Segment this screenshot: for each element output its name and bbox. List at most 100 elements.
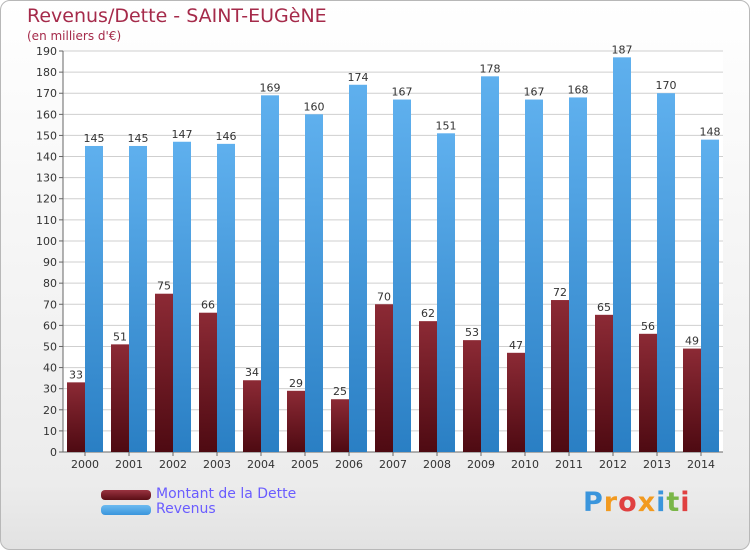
brand-logo: Proxiti (583, 487, 691, 518)
revenue-bar (393, 99, 411, 452)
y-tick-label: 70 (43, 298, 57, 311)
debt-data-label: 65 (597, 301, 611, 314)
bar-layer (67, 57, 719, 453)
revenue-data-label: 174 (348, 71, 369, 84)
debt-bar (243, 380, 261, 452)
revenue-bar (349, 84, 367, 452)
revenue-data-label: 170 (656, 79, 677, 92)
debt-data-label: 66 (201, 299, 215, 312)
legend-label-revenue: Revenus (156, 501, 216, 517)
debt-bar (375, 304, 393, 452)
revenue-data-label: 160 (304, 100, 325, 113)
debt-data-label: 62 (421, 307, 435, 320)
revenue-bar (613, 57, 631, 453)
brand-letter: P (583, 487, 604, 518)
debt-bar (111, 344, 129, 452)
revenue-bar (217, 143, 235, 452)
revenue-bar (173, 141, 191, 452)
x-tick-label: 2005 (291, 458, 319, 471)
y-tick-label: 10 (43, 425, 57, 438)
revenue-data-label: 146 (216, 130, 237, 143)
axis-layer: 0 10 20 30 40 50 60 70 80 90 100 110 120 130 140 150 160… (36, 45, 723, 471)
x-tick-label: 2001 (115, 458, 143, 471)
revenue-bar (85, 145, 103, 452)
revenue-bar (129, 145, 147, 452)
x-tick-label: 2006 (335, 458, 363, 471)
legend-swatch-debt (101, 490, 151, 500)
debt-bar (463, 340, 481, 452)
y-tick-label: 120 (36, 193, 57, 206)
y-tick-label: 150 (36, 129, 57, 142)
chart-subtitle: (en milliers d'€) (27, 29, 122, 43)
legend-swatch-revenue (101, 505, 151, 515)
revenue-bar (701, 139, 719, 453)
x-tick-label: 2012 (599, 458, 627, 471)
revenue-bar (261, 95, 279, 453)
brand-letter: i (680, 487, 691, 518)
y-tick-label: 20 (43, 404, 57, 417)
debt-bar (287, 390, 305, 452)
debt-bar (683, 348, 701, 452)
x-tick-label: 2010 (511, 458, 539, 471)
y-tick-label: 140 (36, 151, 57, 164)
debt-bar (199, 312, 217, 452)
x-tick-label: 2000 (71, 458, 99, 471)
y-tick-label: 110 (36, 214, 57, 227)
revenue-data-label: 169 (260, 81, 281, 94)
revenue-data-label: 148 (700, 126, 721, 139)
debt-data-label: 25 (333, 385, 347, 398)
y-tick-label: 0 (50, 446, 57, 459)
y-tick-label: 190 (36, 45, 57, 58)
debt-data-label: 29 (289, 377, 303, 390)
x-tick-label: 2007 (379, 458, 407, 471)
debt-data-label: 56 (641, 320, 655, 333)
debt-data-label: 49 (685, 335, 699, 348)
revenue-data-label: 167 (524, 86, 545, 99)
debt-data-label: 51 (113, 330, 127, 343)
x-tick-label: 2008 (423, 458, 451, 471)
revenue-data-label: 167 (392, 86, 413, 99)
revenue-data-label: 187 (612, 43, 633, 56)
x-tick-label: 2014 (687, 458, 715, 471)
debt-data-label: 70 (377, 290, 391, 303)
debt-bar (507, 352, 525, 452)
brand-letter: i (656, 487, 667, 518)
debt-bar (67, 382, 85, 452)
y-tick-label: 130 (36, 172, 57, 185)
revenue-data-label: 151 (436, 119, 457, 132)
revenue-data-label: 168 (568, 83, 589, 96)
debt-bar (155, 293, 173, 452)
y-tick-label: 80 (43, 277, 57, 290)
revenue-data-label: 178 (480, 62, 501, 75)
debt-data-label: 75 (157, 280, 171, 293)
debt-bar (419, 321, 437, 452)
revenue-bar (569, 97, 587, 452)
x-tick-label: 2002 (159, 458, 187, 471)
y-tick-label: 100 (36, 235, 57, 248)
y-tick-label: 40 (43, 362, 57, 375)
y-tick-label: 170 (36, 87, 57, 100)
x-tick-label: 2003 (203, 458, 231, 471)
y-tick-label: 90 (43, 256, 57, 269)
brand-letter: x (637, 487, 657, 518)
revenue-data-label: 145 (128, 132, 149, 145)
revenue-bar (657, 93, 675, 453)
x-tick-label: 2011 (555, 458, 583, 471)
revenue-bar (481, 76, 499, 452)
y-tick-label: 180 (36, 66, 57, 79)
debt-data-label: 33 (69, 368, 83, 381)
debt-bar (331, 399, 349, 452)
debt-data-label: 53 (465, 326, 479, 339)
x-tick-label: 2004 (247, 458, 275, 471)
debt-bar (639, 333, 657, 452)
y-tick-label: 50 (43, 340, 57, 353)
y-tick-label: 30 (43, 383, 57, 396)
brand-letter: r (603, 487, 619, 518)
debt-data-label: 34 (245, 366, 259, 379)
revenue-data-label: 145 (84, 132, 105, 145)
brand-letter: t (666, 487, 681, 518)
x-tick-label: 2009 (467, 458, 495, 471)
revenue-bar (525, 99, 543, 452)
